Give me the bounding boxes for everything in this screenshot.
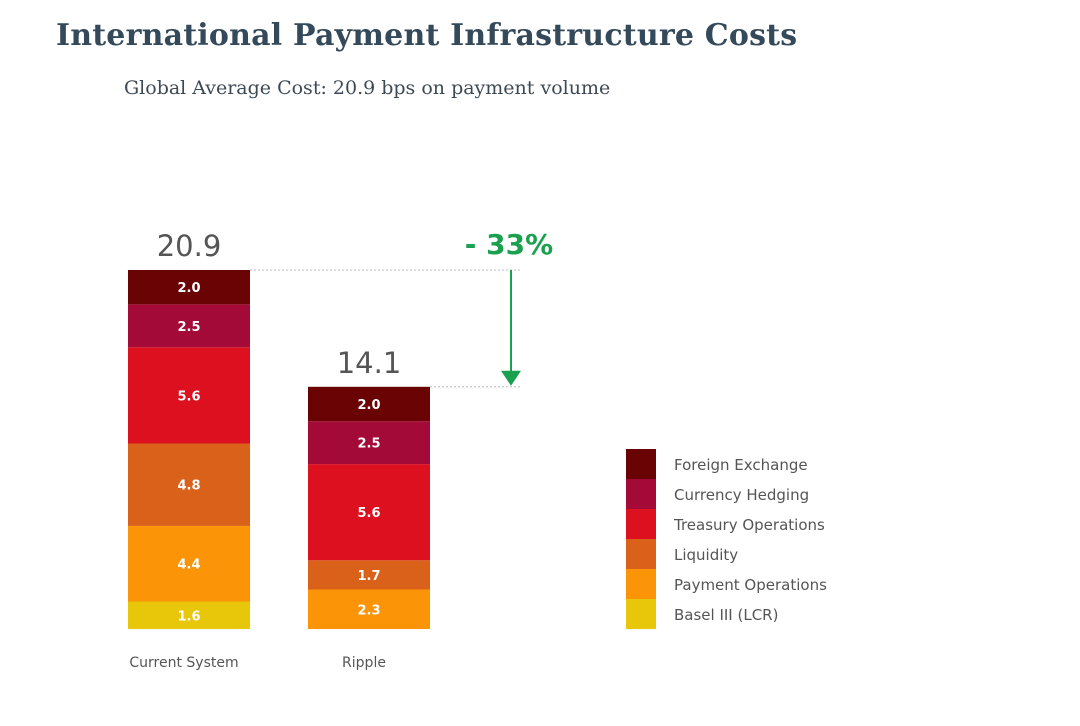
legend-swatch-basel-iii-lcr bbox=[626, 599, 656, 629]
legend-swatch-liquidity bbox=[626, 539, 656, 569]
bar-segment-current-system-liquidity bbox=[128, 443, 250, 526]
bar-total-label: 20.9 bbox=[157, 229, 222, 263]
bar-segment-current-system-payment-operations bbox=[128, 525, 250, 602]
bar-segment-ripple-payment-operations bbox=[308, 589, 430, 629]
legend-swatch-foreign-exchange bbox=[626, 449, 656, 479]
category-label: Current System bbox=[129, 655, 238, 671]
totals-group: 20.9 14.1 bbox=[157, 229, 402, 380]
bars-group: 1.6 4.4 4.8 5.6 2.5 2.0 2.3 1.7 5.6 2.5 2.0 bbox=[128, 270, 430, 629]
legend-swatch-treasury-operations bbox=[626, 509, 656, 539]
segment-value-label: 5.6 bbox=[177, 389, 200, 404]
reduction-annotation-group: - 33% bbox=[250, 228, 553, 388]
legend-label-basel-iii-lcr: Basel III (LCR) bbox=[674, 606, 778, 624]
bar-segment-ripple-liquidity bbox=[308, 560, 430, 590]
chart-subtitle: Global Average Cost: 20.9 bps on payment… bbox=[124, 77, 611, 99]
legend-label-treasury-operations: Treasury Operations bbox=[673, 516, 825, 534]
bar-segment-current-system-currency-hedging bbox=[128, 304, 250, 348]
bar-segment-ripple-currency-hedging bbox=[308, 421, 430, 465]
category-label: Ripple bbox=[342, 655, 386, 671]
segment-value-label: 4.8 bbox=[177, 479, 200, 494]
segment-value-label: 1.7 bbox=[357, 569, 380, 584]
segment-value-label: 4.4 bbox=[177, 558, 200, 573]
legend-label-liquidity: Liquidity bbox=[674, 546, 738, 564]
down-arrow-icon bbox=[501, 370, 521, 386]
segment-value-label: 2.5 bbox=[357, 437, 380, 452]
legend: Foreign Exchange Currency Hedging Treasury… bbox=[626, 449, 827, 629]
segment-value-label: 2.3 bbox=[357, 603, 380, 618]
legend-label-currency-hedging: Currency Hedging bbox=[674, 486, 809, 504]
segment-value-label: 5.6 bbox=[357, 506, 380, 521]
reduction-percentage-label: - 33% bbox=[465, 228, 553, 261]
legend-swatch-payment-operations bbox=[626, 569, 656, 599]
bar-segment-ripple-foreign-exchange bbox=[308, 386, 430, 422]
segment-value-label: 1.6 bbox=[177, 609, 200, 624]
bar-segment-current-system-foreign-exchange bbox=[128, 270, 250, 305]
segment-value-label: 2.0 bbox=[357, 398, 380, 413]
category-labels-group: Current System Ripple bbox=[129, 655, 386, 671]
chart-title: International Payment Infrastructure Cos… bbox=[56, 18, 798, 53]
segment-value-label: 2.0 bbox=[177, 281, 200, 296]
bar-segment-ripple-treasury-operations bbox=[308, 464, 430, 561]
legend-label-foreign-exchange: Foreign Exchange bbox=[674, 456, 808, 474]
bar-segment-current-system-treasury-operations bbox=[128, 347, 250, 444]
segment-value-label: 2.5 bbox=[177, 320, 200, 335]
bar-segment-current-system-basel-iii-lcr bbox=[128, 601, 250, 629]
legend-label-payment-operations: Payment Operations bbox=[674, 576, 827, 594]
legend-swatch-currency-hedging bbox=[626, 479, 656, 509]
bar-total-label: 14.1 bbox=[337, 346, 402, 380]
